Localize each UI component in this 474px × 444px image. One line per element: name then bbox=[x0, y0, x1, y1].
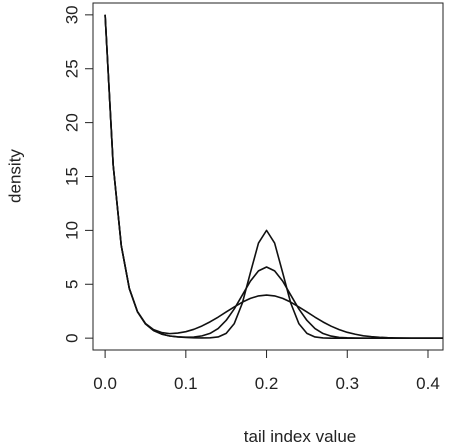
plot-area bbox=[104, 14, 443, 339]
x-tick-label: 0.4 bbox=[416, 374, 440, 393]
x-axis-label: tail index value bbox=[244, 427, 356, 444]
y-tick-label: 10 bbox=[62, 221, 81, 240]
y-tick-label: 15 bbox=[62, 167, 81, 186]
plot-frame bbox=[92, 2, 444, 351]
y-tick-label: 30 bbox=[62, 5, 81, 24]
x-tick-label: 0.1 bbox=[174, 374, 198, 393]
x-tick-label: 0.2 bbox=[255, 374, 279, 393]
y-tick-label: 5 bbox=[62, 280, 81, 289]
y-tick-label: 25 bbox=[62, 59, 81, 78]
y-tick-label: 20 bbox=[62, 113, 81, 132]
x-tick-label: 0.3 bbox=[335, 374, 359, 393]
y-tick-label: 0 bbox=[62, 333, 81, 342]
x-tick-label: 0.0 bbox=[93, 374, 117, 393]
density-line bbox=[104, 14, 443, 339]
density-line bbox=[104, 14, 443, 339]
y-axis-label: density bbox=[5, 149, 24, 203]
density-line bbox=[104, 14, 443, 339]
